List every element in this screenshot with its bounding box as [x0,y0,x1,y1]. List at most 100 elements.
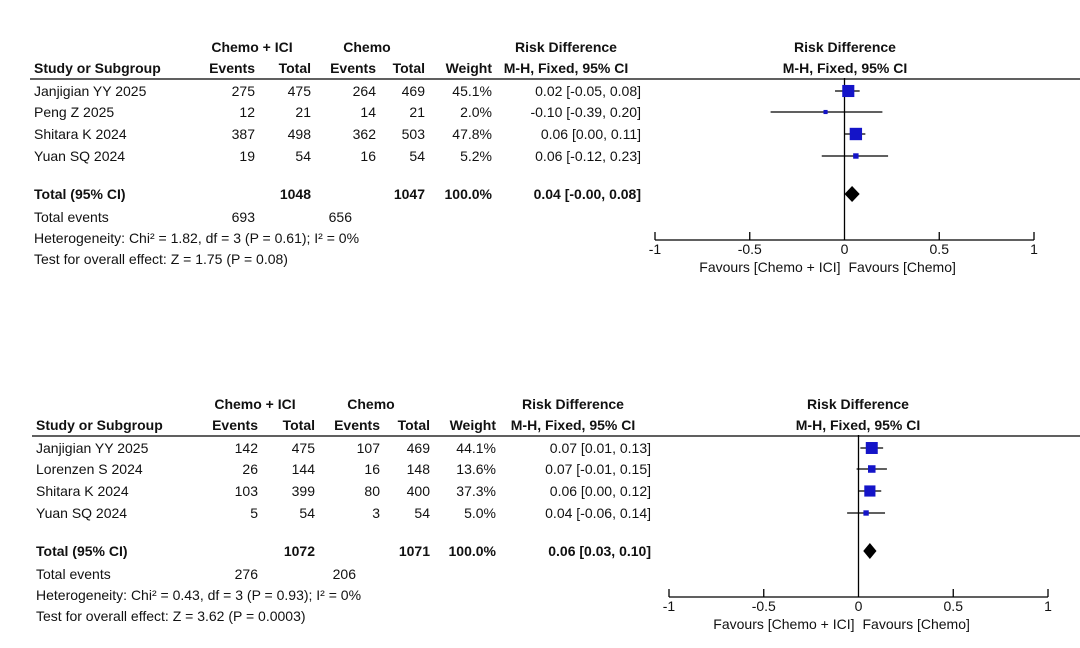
plot-method: M-H, Fixed, 95% CI [796,417,920,433]
experimental-total: 475 [292,440,316,456]
total-events-experimental: 693 [232,209,256,225]
experimental-events: 275 [232,83,256,99]
total-control: 1071 [399,543,430,559]
control-total: 469 [402,83,426,99]
study-effect-box [823,109,828,115]
experimental-total: 21 [295,104,311,120]
x-tick-label: 0 [855,598,863,614]
forest-plot-1: Chemo + ICI Chemo Risk Difference Risk Diff… [30,39,1080,275]
x-tick-label: 0.5 [930,241,950,257]
study-name: Peng Z 2025 [34,104,114,120]
total-events-label: Total events [34,209,109,225]
study-weight: 2.0% [460,104,492,120]
total-experimental: 1048 [280,186,311,202]
experimental-events: 103 [235,483,259,499]
x-tick-label: -0.5 [738,241,762,257]
total-label: Total (95% CI) [36,543,128,559]
study-column-header: Study or Subgroup [34,60,161,76]
experimental-events: 5 [250,505,258,521]
experimental-events: 387 [232,126,256,142]
total-weight: 100.0% [449,543,497,559]
study-weight: 45.1% [452,83,492,99]
experimental-events: 12 [239,104,255,120]
study-effect-box [849,127,863,141]
study-ci-text: 0.06 [-0.12, 0.23] [535,148,641,164]
rd-method-header: M-H, Fixed, 95% CI [511,417,635,433]
pooled-effect-diamond [863,543,877,559]
total-label: Total (95% CI) [34,186,126,202]
experimental-events: 19 [239,148,255,164]
study-weight: 13.6% [456,461,496,477]
control-events: 16 [360,148,376,164]
study-name: Yuan SQ 2024 [34,148,125,164]
experimental-total: 54 [295,148,311,164]
study-weight: 5.2% [460,148,492,164]
x-tick-label: -1 [663,598,676,614]
control-total: 21 [409,104,425,120]
pooled-effect-diamond [844,186,860,202]
x-tick-label: -0.5 [752,598,776,614]
x-tick-label: 1 [1030,241,1038,257]
control-events: 3 [372,505,380,521]
control-total: 503 [402,126,426,142]
study-name: Janjigian YY 2025 [36,440,149,456]
plot-title: Risk Difference [794,39,896,55]
favours-left-label: Favours [Chemo + ICI] [713,616,854,632]
x-tick-label: 0 [841,241,849,257]
control-events: 264 [353,83,377,99]
study-effect-box [863,510,869,516]
control-events-header: Events [334,417,380,433]
control-events-header: Events [330,60,376,76]
weight-header: Weight [446,60,493,76]
study-name: Yuan SQ 2024 [36,505,127,521]
control-total: 54 [414,505,430,521]
control-events: 362 [353,126,377,142]
study-ci-text: 0.06 [0.00, 0.12] [550,483,651,499]
study-weight: 47.8% [452,126,492,142]
group-header-control: Chemo [343,39,390,55]
plot-method: M-H, Fixed, 95% CI [783,60,907,76]
experimental-total: 399 [292,483,316,499]
control-total: 54 [409,148,425,164]
study-effect-box [864,485,876,497]
experimental-events: 142 [235,440,259,456]
study-ci-text: 0.02 [-0.05, 0.08] [535,83,641,99]
study-ci-text: -0.10 [-0.39, 0.20] [530,104,641,120]
favours-right-label: Favours [Chemo] [849,259,956,275]
rd-method-header: M-H, Fixed, 95% CI [504,60,628,76]
favours-right-label: Favours [Chemo] [863,616,970,632]
rd-column-title: Risk Difference [515,39,617,55]
study-ci-text: 0.07 [0.01, 0.13] [550,440,651,456]
total-events-control: 206 [333,566,357,582]
heterogeneity-text: Heterogeneity: Chi² = 0.43, df = 3 (P = … [36,587,361,603]
study-name: Shitara K 2024 [36,483,129,499]
study-effect-box [842,84,855,98]
control-events: 80 [364,483,380,499]
control-total: 469 [407,440,431,456]
study-weight: 44.1% [456,440,496,456]
study-effect-box [853,153,859,159]
favours-left-label: Favours [Chemo + ICI] [699,259,840,275]
x-tick-label: 1 [1044,598,1052,614]
experimental-events-header: Events [212,417,258,433]
control-events: 16 [364,461,380,477]
total-ci-text: 0.04 [-0.00, 0.08] [534,186,641,202]
study-effect-box [865,442,878,454]
total-events-control: 656 [329,209,353,225]
rd-column-title: Risk Difference [522,396,624,412]
total-events-experimental: 276 [235,566,259,582]
study-ci-text: 0.07 [-0.01, 0.15] [545,461,651,477]
control-total-header: Total [393,60,425,76]
experimental-total: 498 [288,126,312,142]
heterogeneity-text: Heterogeneity: Chi² = 1.82, df = 3 (P = … [34,230,359,246]
experimental-events: 26 [242,461,258,477]
total-weight: 100.0% [445,186,493,202]
study-name: Shitara K 2024 [34,126,127,142]
control-total-header: Total [398,417,430,433]
group-header-experimental: Chemo + ICI [214,396,295,412]
experimental-total: 54 [299,505,315,521]
study-effect-box [867,465,876,473]
total-experimental: 1072 [284,543,315,559]
forest-plot-2: Chemo + ICI Chemo Risk Difference Risk Diff… [32,396,1080,632]
